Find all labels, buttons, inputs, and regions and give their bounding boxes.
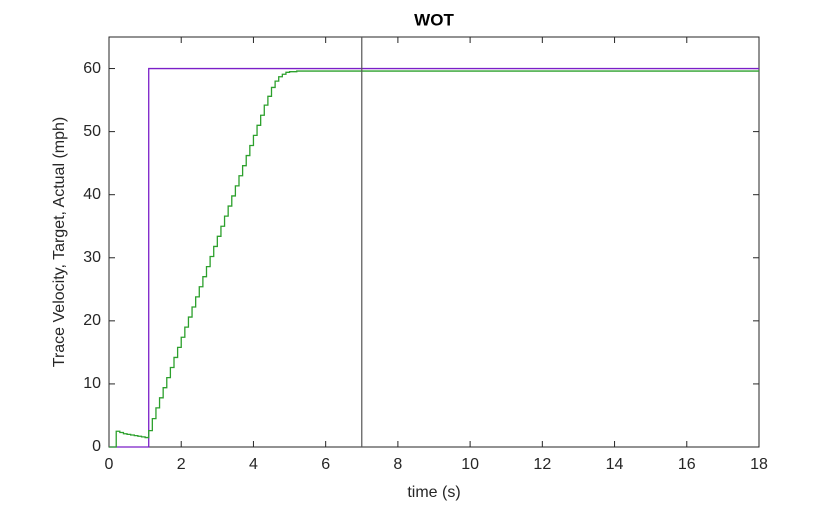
chart-title: WOT: [414, 10, 454, 29]
y-tick-label: 0: [92, 438, 101, 455]
y-axis-label: Trace Velocity, Target, Actual (mph): [51, 117, 68, 367]
x-tick-label: 6: [321, 456, 330, 473]
x-tick-label: 18: [750, 456, 768, 473]
y-tick-label: 20: [83, 312, 101, 329]
y-tick-label: 40: [83, 186, 101, 203]
y-tick-label: 30: [83, 249, 101, 266]
plot-area: [108, 36, 760, 448]
x-axis-label: time (s): [407, 484, 460, 501]
series-line: [109, 70, 759, 448]
y-tick-label: 60: [83, 60, 101, 77]
x-tick-label: 2: [177, 456, 186, 473]
y-tick-label: 10: [83, 375, 101, 392]
series-line: [109, 67, 759, 448]
x-tick-label: 4: [249, 456, 258, 473]
x-tick-label: 0: [105, 456, 114, 473]
x-tick-label: 8: [393, 456, 402, 473]
x-tick-label: 14: [606, 456, 624, 473]
x-tick-label: 10: [461, 456, 479, 473]
x-tick-label: 12: [533, 456, 551, 473]
x-tick-label: 16: [678, 456, 696, 473]
y-tick-label: 50: [83, 123, 101, 140]
